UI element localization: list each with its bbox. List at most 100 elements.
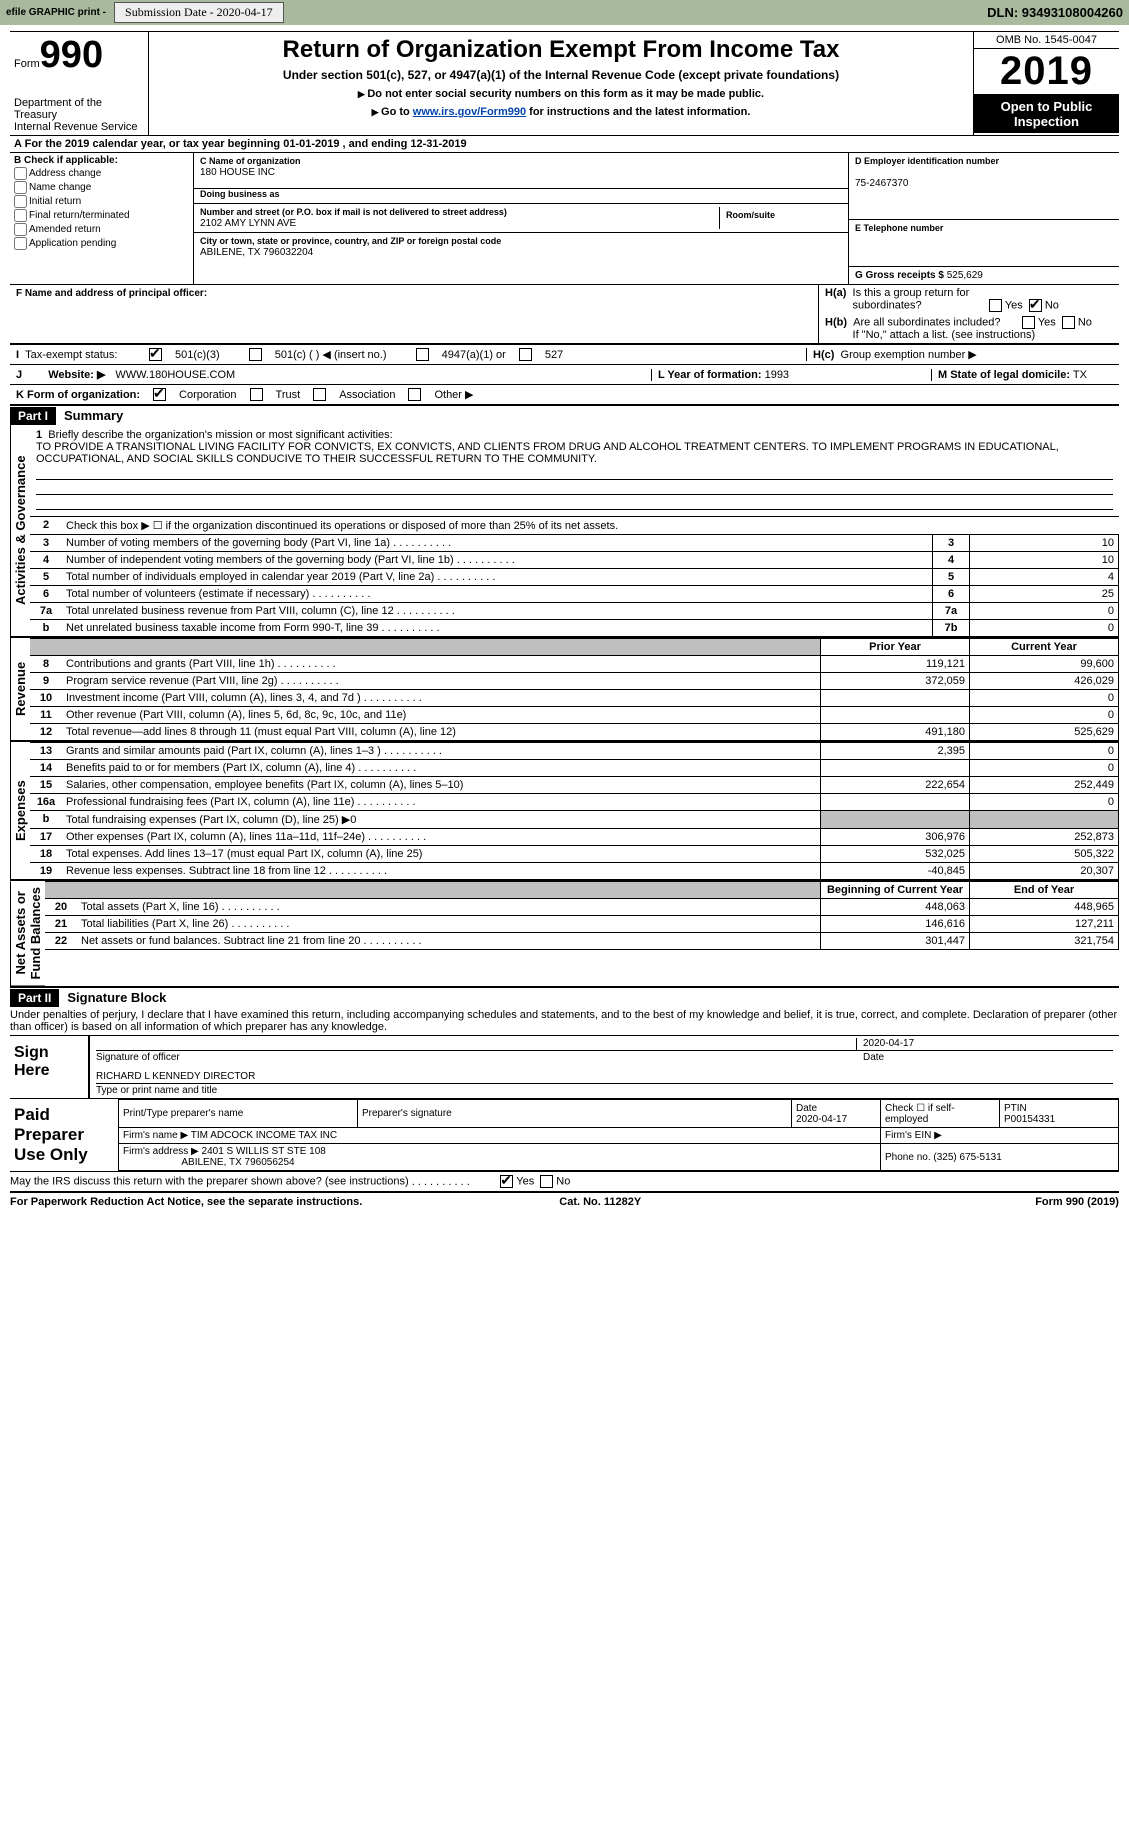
l7a: Total unrelated business revenue from Pa… bbox=[66, 605, 455, 617]
l22: Net assets or fund balances. Subtract li… bbox=[81, 935, 422, 947]
p20: 448,063 bbox=[821, 899, 970, 916]
h-prior: Prior Year bbox=[821, 639, 970, 656]
foot-mid: Cat. No. 11282Y bbox=[559, 1196, 641, 1208]
cb-address-change[interactable] bbox=[14, 167, 27, 180]
sig-date: 2020-04-17 bbox=[856, 1038, 1113, 1051]
website: WWW.180HOUSE.COM bbox=[115, 369, 235, 381]
prep-sig-label: Preparer's signature bbox=[358, 1100, 792, 1127]
p11 bbox=[821, 707, 970, 724]
form-title: Return of Organization Exempt From Incom… bbox=[153, 36, 969, 64]
cb-initial[interactable] bbox=[14, 195, 27, 208]
cb-assoc[interactable] bbox=[313, 388, 326, 401]
prep-date-label: Date bbox=[796, 1103, 817, 1114]
c11: 0 bbox=[970, 707, 1119, 724]
l10: Investment income (Part VIII, column (A)… bbox=[66, 692, 422, 704]
cb-501c[interactable] bbox=[249, 348, 262, 361]
b-label: B Check if applicable: bbox=[14, 155, 118, 166]
prep-label: Paid Preparer Use Only bbox=[10, 1099, 118, 1171]
p13: 2,395 bbox=[821, 743, 970, 760]
l7b: Net unrelated business taxable income fr… bbox=[66, 622, 440, 634]
org-name: 180 HOUSE INC bbox=[200, 167, 275, 178]
l1: Briefly describe the organization's miss… bbox=[48, 429, 392, 441]
cb-amended[interactable] bbox=[14, 223, 27, 236]
p22: 301,447 bbox=[821, 933, 970, 950]
i-label: Tax-exempt status: bbox=[25, 349, 117, 361]
l9: Program service revenue (Part VIII, line… bbox=[66, 675, 339, 687]
cb-pending[interactable] bbox=[14, 237, 27, 250]
c17: 252,873 bbox=[970, 829, 1119, 846]
may-yes[interactable] bbox=[500, 1175, 513, 1188]
h-beg: Beginning of Current Year bbox=[821, 882, 970, 899]
submission-date-button[interactable]: Submission Date - 2020-04-17 bbox=[114, 2, 284, 23]
omb-number: OMB No. 1545-0047 bbox=[974, 32, 1119, 49]
cb-501c3[interactable] bbox=[149, 348, 162, 361]
l4: Number of independent voting members of … bbox=[66, 554, 515, 566]
prep-name-label: Print/Type preparer's name bbox=[119, 1100, 358, 1127]
l14: Benefits paid to or for members (Part IX… bbox=[66, 762, 416, 774]
c-label: C Name of organization bbox=[200, 156, 301, 166]
ha-label: H(a) bbox=[825, 287, 846, 299]
v4: 10 bbox=[970, 552, 1119, 569]
form-subtitle: Under section 501(c), 527, or 4947(a)(1)… bbox=[153, 68, 969, 82]
l8: Contributions and grants (Part VIII, lin… bbox=[66, 658, 336, 670]
line-a: A For the 2019 calendar year, or tax yea… bbox=[10, 135, 1119, 153]
officer-name: RICHARD L KENNEDY DIRECTOR bbox=[96, 1071, 1113, 1084]
cb-trust[interactable] bbox=[250, 388, 263, 401]
p10 bbox=[821, 690, 970, 707]
v5: 4 bbox=[970, 569, 1119, 586]
phone: (325) 675-5131 bbox=[933, 1152, 1001, 1163]
cb-final[interactable] bbox=[14, 209, 27, 222]
sign-here: Sign Here bbox=[10, 1036, 88, 1098]
goto-post: for instructions and the latest informat… bbox=[526, 106, 750, 118]
ha-no[interactable] bbox=[1029, 299, 1042, 312]
public1: Open to Public bbox=[1001, 99, 1093, 114]
cb-4947[interactable] bbox=[416, 348, 429, 361]
nametype-label: Type or print name and title bbox=[96, 1085, 1113, 1096]
d-label: D Employer identification number bbox=[855, 156, 999, 166]
sigoff-label: Signature of officer bbox=[96, 1052, 857, 1063]
c21: 127,211 bbox=[970, 916, 1119, 933]
may-discuss: May the IRS discuss this return with the… bbox=[10, 1176, 470, 1188]
form-header: Form990 Department of the TreasuryIntern… bbox=[10, 31, 1119, 135]
public2: Inspection bbox=[1014, 114, 1079, 129]
part2-num: Part II bbox=[10, 989, 59, 1007]
prep-date: 2020-04-17 bbox=[796, 1114, 847, 1125]
top-toolbar: efile GRAPHIC print - Submission Date - … bbox=[0, 0, 1129, 25]
hb-no[interactable] bbox=[1062, 316, 1075, 329]
hb-label: H(b) bbox=[825, 316, 847, 328]
v3: 10 bbox=[970, 535, 1119, 552]
l20: Total assets (Part X, line 16) bbox=[81, 901, 280, 913]
cb-name-change[interactable] bbox=[14, 181, 27, 194]
firm-city: ABILENE, TX 796056254 bbox=[181, 1157, 294, 1168]
c19: 20,307 bbox=[970, 863, 1119, 880]
city-label: City or town, state or province, country… bbox=[200, 236, 501, 246]
irs-link[interactable]: www.irs.gov/Form990 bbox=[413, 106, 526, 118]
l13: Grants and similar amounts paid (Part IX… bbox=[66, 745, 442, 757]
part2-title: Signature Block bbox=[59, 988, 174, 1007]
room-label: Room/suite bbox=[726, 210, 775, 220]
p16a bbox=[821, 794, 970, 811]
tax-year: 2019 bbox=[974, 49, 1119, 95]
may-no[interactable] bbox=[540, 1175, 553, 1188]
goto-pre: Go to bbox=[372, 106, 413, 118]
section-b: B Check if applicable: Address change Na… bbox=[10, 153, 194, 284]
firm-addr-label: Firm's address ▶ bbox=[123, 1146, 199, 1157]
ptin: P00154331 bbox=[1004, 1114, 1055, 1125]
p17: 306,976 bbox=[821, 829, 970, 846]
city-val: ABILENE, TX 796032204 bbox=[200, 247, 313, 258]
hb-yes[interactable] bbox=[1022, 316, 1035, 329]
firm-ein-label: Firm's EIN ▶ bbox=[881, 1127, 1119, 1143]
prep-self: Check ☐ if self-employed bbox=[881, 1100, 1000, 1127]
irs-label: Internal Revenue Service bbox=[14, 121, 138, 133]
no-ssn-note: Do not enter social security numbers on … bbox=[153, 88, 969, 100]
g-label: G Gross receipts $ bbox=[855, 270, 944, 281]
cb-corp[interactable] bbox=[153, 388, 166, 401]
year-formed: 1993 bbox=[765, 369, 789, 381]
c13: 0 bbox=[970, 743, 1119, 760]
p18: 532,025 bbox=[821, 846, 970, 863]
l11: Other revenue (Part VIII, column (A), li… bbox=[62, 707, 821, 724]
ha-yes[interactable] bbox=[989, 299, 1002, 312]
cb-527[interactable] bbox=[519, 348, 532, 361]
efile-label: efile GRAPHIC print - bbox=[6, 7, 106, 18]
cb-other[interactable] bbox=[408, 388, 421, 401]
